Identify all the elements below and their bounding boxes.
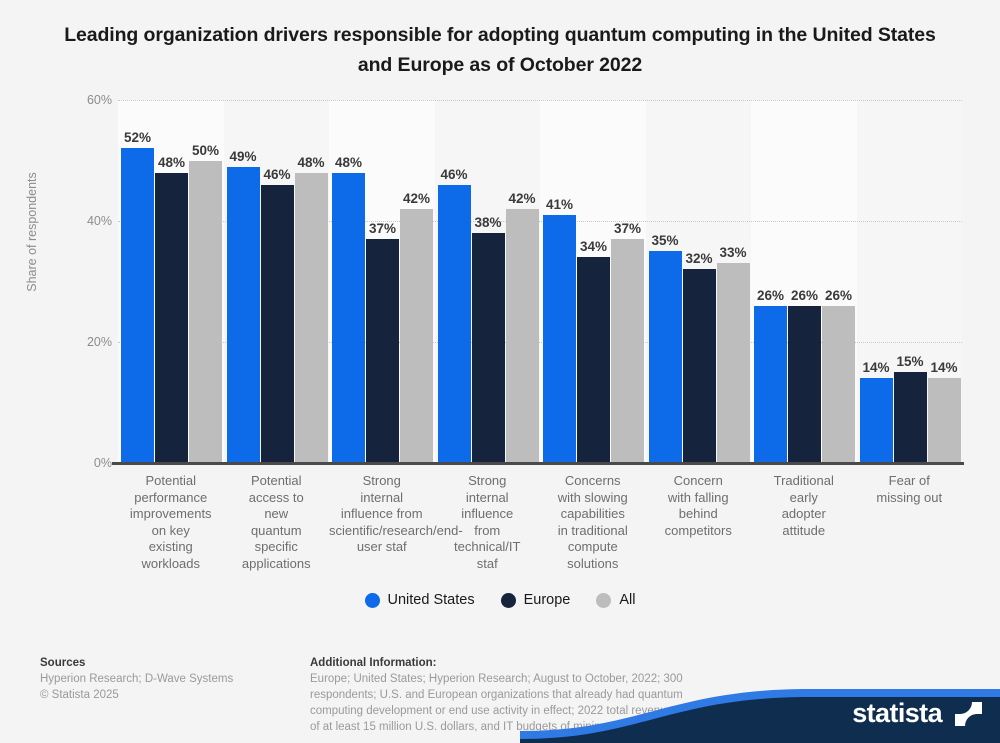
bar-value-label: 37% — [613, 221, 642, 237]
bar[interactable]: 49% — [226, 149, 260, 463]
bar-value-label: 14% — [862, 360, 890, 376]
bar-group: 14% 15% 14% — [857, 100, 963, 463]
bar-group: 35% 32% 33% — [646, 100, 752, 463]
bar[interactable]: 33% — [716, 245, 750, 463]
bar[interactable]: 41% — [543, 197, 576, 463]
bar[interactable]: 14% — [859, 360, 893, 463]
legend-label: United States — [387, 592, 475, 608]
bar-value-label: 49% — [229, 148, 257, 164]
bar-value-label: 38% — [474, 215, 502, 231]
gridline — [118, 100, 962, 101]
bar[interactable]: 35% — [648, 233, 682, 463]
x-axis-category-label: Strong internal influence from technical/IT s… — [454, 473, 521, 571]
bar-value-label: 48% — [157, 154, 186, 170]
bar-group: 26% 26% 26% — [751, 100, 857, 463]
y-axis-tick-label: 60% — [86, 93, 112, 107]
y-axis-tick-label: 20% — [86, 335, 112, 349]
bar-value-label: 42% — [402, 190, 431, 206]
legend-label: Europe — [523, 592, 571, 608]
bar[interactable]: 15% — [893, 354, 927, 463]
bar-group: 49% 46% 48% — [224, 100, 330, 463]
bar-group: 52% 48% 50% — [118, 100, 224, 463]
statista-banner: statista — [520, 677, 1000, 743]
sources-text: Hyperion Research; D-Wave Systems — [40, 673, 234, 685]
bar-value-label: 32% — [685, 251, 713, 267]
x-axis-category-label: Traditional early adopter attitude — [773, 473, 834, 538]
copyright-text: © Statista 2025 — [40, 689, 119, 701]
bar-value-label: 15% — [896, 354, 924, 370]
bar-value-label: 42% — [508, 190, 536, 206]
bar-value-label: 33% — [719, 245, 747, 261]
bar[interactable]: 42% — [505, 191, 539, 463]
x-axis-baseline — [112, 462, 964, 465]
bar-value-label: 26% — [756, 287, 785, 303]
legend-swatch-icon — [596, 592, 612, 608]
x-axis-category-label: Fear of missing out — [876, 473, 943, 505]
legend-swatch-icon — [364, 592, 380, 608]
bar-value-label: 14% — [930, 360, 958, 376]
bar[interactable]: 26% — [822, 288, 855, 463]
bar[interactable]: 48% — [155, 155, 188, 463]
bar[interactable]: 37% — [366, 221, 399, 463]
bar-value-label: 50% — [191, 142, 220, 158]
additional-information-heading: Additional Information: — [310, 657, 437, 669]
bar[interactable]: 46% — [260, 167, 294, 463]
bar-group: 46% 38% 42% — [435, 100, 541, 463]
legend-label: All — [619, 592, 636, 608]
bar-value-label: 37% — [368, 221, 397, 237]
statista-logo-icon — [955, 702, 982, 726]
bar[interactable]: 52% — [121, 130, 154, 463]
bar-group: 48% 37% 42% — [329, 100, 435, 463]
bar[interactable]: 48% — [294, 155, 328, 463]
bar[interactable]: 26% — [754, 288, 787, 463]
x-axis-category-label: Concerns with slowing capabilities in tradi… — [557, 473, 628, 571]
bar[interactable]: 26% — [788, 288, 821, 463]
page-title: Leading organization drivers responsible… — [64, 24, 936, 76]
gridline — [118, 221, 962, 222]
bar-value-label: 46% — [440, 166, 468, 182]
bar-value-label: 34% — [579, 239, 608, 255]
legend-item[interactable]: Europe — [500, 592, 571, 608]
bar-value-label: 26% — [824, 287, 853, 303]
y-axis-tick-label: 0% — [93, 456, 112, 470]
legend-item[interactable]: United States — [364, 592, 475, 608]
bar-group: 41% 34% 37% — [540, 100, 646, 463]
bar[interactable]: 32% — [682, 251, 716, 463]
sources-heading: Sources — [40, 657, 86, 669]
bar-value-label: 46% — [263, 166, 291, 182]
y-axis-tick-label: 40% — [86, 214, 112, 228]
bar[interactable]: 37% — [611, 221, 644, 463]
legend-item[interactable]: All — [596, 592, 635, 608]
y-axis-title: Share of respondents — [25, 172, 39, 292]
gridline — [118, 342, 962, 343]
bar[interactable]: 38% — [471, 215, 505, 463]
statista-wordmark: statista — [852, 698, 942, 728]
bar-value-label: 52% — [123, 130, 152, 146]
bar-value-label: 35% — [651, 233, 679, 249]
x-axis-category-labels: Potential performance improvements on key ex… — [118, 473, 962, 583]
bar-value-label: 26% — [790, 287, 819, 303]
x-axis-category-label: Concern with falling behind competitors — [664, 473, 732, 538]
bar-value-label: 48% — [334, 154, 363, 170]
footer-sources: Sources Hyperion Research; D-Wave System… — [40, 655, 290, 703]
bar[interactable]: 50% — [189, 143, 222, 463]
x-axis-category-label: Potential access to new quantum specific appl… — [241, 473, 311, 571]
y-axis: 0% 20% 40% 60% — [28, 93, 112, 470]
bar[interactable]: 46% — [437, 167, 471, 463]
x-axis-category-label: Potential performance improvements on key ex… — [129, 473, 212, 571]
bar[interactable]: 48% — [332, 155, 365, 463]
plot-area: 52% 48% 50% 49% 46% 48% 48% 37% 42% 46% 38% 42% 41% 3… — [118, 100, 963, 464]
bar[interactable]: 34% — [577, 239, 610, 463]
bar[interactable]: 42% — [400, 191, 433, 463]
chart-legend: United States Europe All — [0, 592, 1000, 608]
bar-value-label: 41% — [545, 196, 574, 212]
statista-banner-wave — [520, 689, 1000, 743]
bar[interactable]: 14% — [927, 360, 961, 463]
legend-swatch-icon — [500, 592, 516, 608]
bar-value-label: 48% — [297, 154, 325, 170]
x-axis-category-label: Strong internal influence from scientific/r… — [329, 473, 463, 555]
